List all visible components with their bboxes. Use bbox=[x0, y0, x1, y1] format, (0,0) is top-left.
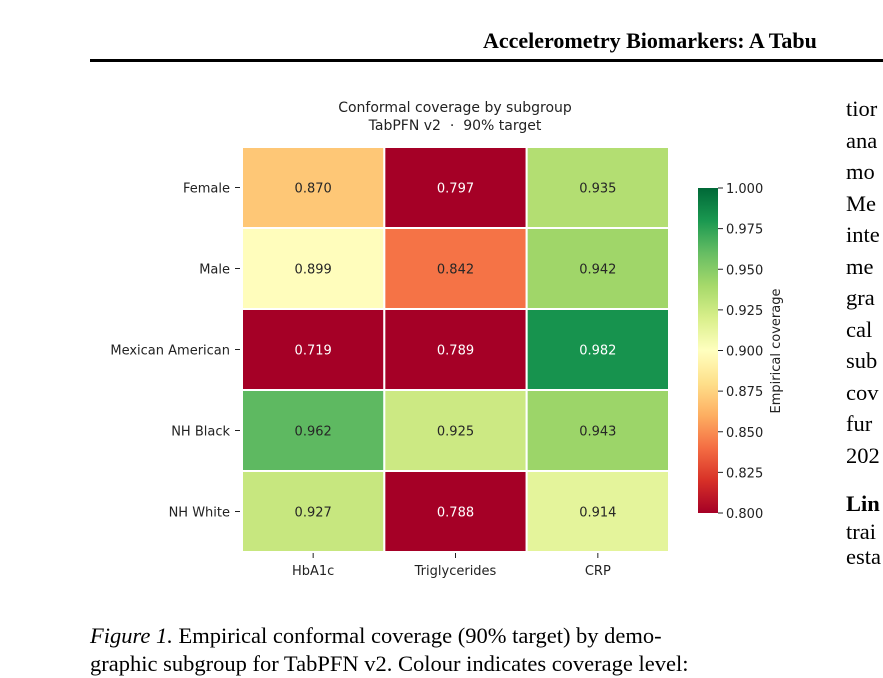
row-label: NH Black bbox=[171, 425, 230, 440]
colorbar-tick-label: 0.875 bbox=[726, 385, 763, 400]
figure-caption: Figure 1. Empirical conformal coverage (… bbox=[90, 622, 810, 678]
heatmap-cell bbox=[383, 470, 528, 553]
right-col-line: 202 bbox=[846, 442, 880, 468]
cell-value-label: 0.982 bbox=[579, 344, 616, 359]
right-col-line: fur bbox=[846, 411, 873, 436]
cell-value-label: 0.870 bbox=[295, 182, 332, 197]
right-col-line: trai bbox=[846, 518, 876, 544]
row-labels: Female Male Mexican American NH Black NH Whi… bbox=[110, 182, 240, 521]
colorbar-tick-label: 0.800 bbox=[726, 507, 763, 522]
chart-title: Conformal coverage by subgroup bbox=[338, 100, 572, 116]
row-label: NH White bbox=[169, 506, 230, 521]
heatmap-cell bbox=[525, 389, 671, 472]
cell-value-label: 0.789 bbox=[437, 344, 474, 359]
colorbar-tick-label: 0.950 bbox=[726, 263, 763, 278]
row-label: Mexican American bbox=[110, 344, 230, 359]
heatmap-cell bbox=[525, 227, 671, 310]
colorbar-tick-label: 0.975 bbox=[726, 223, 763, 238]
column-label: CRP bbox=[585, 564, 611, 579]
heatmap-cells: 0.870 0.797 0.935 0.899 0.842 0.942 0.719 0.789… bbox=[241, 146, 671, 553]
cell-value-label: 0.927 bbox=[295, 506, 332, 521]
right-col-line: esta bbox=[846, 544, 881, 569]
caption-label: Figure 1. bbox=[90, 623, 173, 648]
caption-text-line1: Empirical conformal coverage (90% target… bbox=[178, 623, 662, 648]
header-rule bbox=[90, 59, 883, 62]
cell-value-label: 0.962 bbox=[295, 425, 332, 440]
colorbar-tick-label: 0.825 bbox=[726, 466, 763, 481]
heatmap-cell bbox=[383, 227, 528, 310]
right-col-line: inte bbox=[846, 222, 880, 247]
cell-value-label: 0.788 bbox=[437, 506, 474, 521]
cell-value-label: 0.719 bbox=[295, 344, 332, 359]
right-col-line: cov bbox=[846, 379, 879, 405]
colorbar-label: Empirical coverage bbox=[769, 289, 784, 414]
right-col-line: sub bbox=[846, 348, 878, 373]
right-col-line: cal bbox=[846, 316, 873, 342]
heatmap-cell bbox=[525, 146, 671, 229]
colorbar-tick-label: 0.925 bbox=[726, 304, 763, 319]
right-col-heading: Lin bbox=[846, 491, 880, 516]
cell-value-label: 0.942 bbox=[579, 263, 616, 278]
colorbar-tick-label: 1.000 bbox=[726, 182, 763, 197]
right-col-line: ana bbox=[846, 127, 878, 153]
right-col-line: me bbox=[846, 253, 874, 279]
coverage-heatmap-figure: Conformal coverage by subgroup TabPFN v2… bbox=[110, 100, 784, 579]
cell-value-label: 0.899 bbox=[295, 263, 332, 278]
right-col-line: gra bbox=[846, 285, 875, 310]
heatmap-cell bbox=[241, 470, 386, 553]
column-label: HbA1c bbox=[292, 564, 334, 579]
colorbar bbox=[698, 188, 718, 513]
right-column-text: tior ana mo Me inte me gra cal sub cov f… bbox=[846, 93, 881, 573]
cell-value-label: 0.925 bbox=[437, 425, 474, 440]
heatmap-cell bbox=[525, 470, 671, 553]
right-col-line: mo bbox=[846, 159, 875, 184]
cell-value-label: 0.797 bbox=[437, 182, 474, 197]
colorbar-ticks: 0.800 0.825 0.850 0.875 0.900 0.925 0.950 0.975… bbox=[718, 182, 763, 522]
cell-value-label: 0.935 bbox=[579, 182, 616, 197]
heatmap-cell bbox=[525, 308, 671, 391]
running-head: Accelerometry Biomarkers: A Tabu bbox=[483, 28, 817, 53]
right-col-line: tior bbox=[846, 96, 878, 121]
heatmap-cell bbox=[241, 146, 386, 229]
cell-value-label: 0.914 bbox=[579, 506, 616, 521]
chart-subtitle: TabPFN v2 · 90% target bbox=[368, 118, 542, 134]
column-labels: HbA1c Triglycerides CRP bbox=[292, 553, 611, 579]
row-label: Female bbox=[183, 182, 230, 197]
heatmap-cell bbox=[241, 227, 386, 310]
heatmap-cell bbox=[383, 389, 528, 472]
colorbar-tick-label: 0.900 bbox=[726, 345, 763, 360]
cell-value-label: 0.842 bbox=[437, 263, 474, 278]
column-label: Triglycerides bbox=[414, 564, 497, 579]
right-col-line: Me bbox=[846, 190, 876, 216]
caption-text-line2: graphic subgroup for TabPFN v2. Colour i… bbox=[90, 651, 689, 676]
cell-value-label: 0.943 bbox=[579, 425, 616, 440]
colorbar-tick-label: 0.850 bbox=[726, 426, 763, 441]
row-label: Male bbox=[199, 263, 230, 278]
